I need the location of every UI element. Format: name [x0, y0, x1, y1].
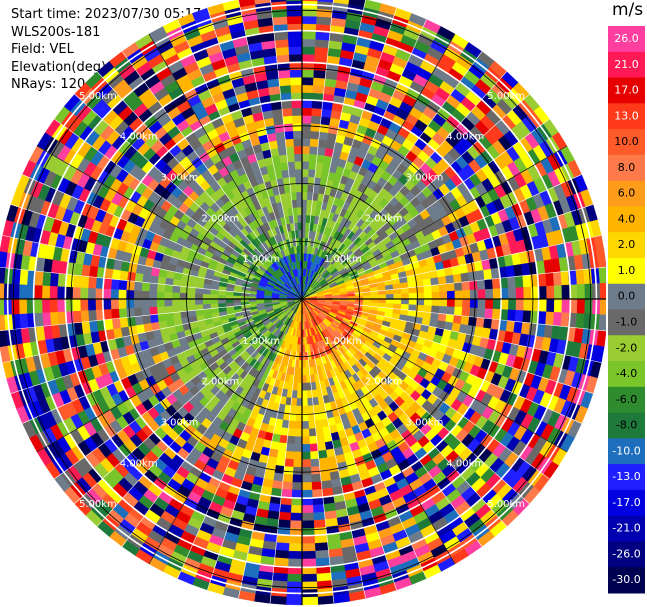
colorbar-swatch: [608, 129, 645, 156]
colorbar-tick-label: -10.0: [612, 444, 640, 457]
colorbar-swatch: [608, 77, 645, 104]
range-ring-label: 4.00km: [446, 132, 484, 143]
azimuth-spoke: [36, 145, 303, 300]
range-ring-label: 4.00km: [120, 458, 158, 469]
colorbar-tick-label: -1.0: [616, 316, 637, 329]
colorbar-swatch: [608, 257, 645, 285]
range-ring-label: 3.00km: [161, 417, 199, 428]
colorbar-tick-label: -4.0: [616, 367, 637, 380]
range-ring-label: 1.00km: [242, 336, 280, 347]
colorbar-tick-label: 8.0: [618, 161, 636, 174]
colorbar-swatch: [608, 438, 645, 465]
range-ring-label: 2.00km: [365, 377, 403, 388]
colorbar-swatch: [608, 309, 645, 336]
azimuth-spoke: [301, 298, 568, 453]
colorbar-tick-label: 6.0: [618, 187, 636, 200]
colorbar-tick-label: -21.0: [612, 522, 640, 535]
range-ring-label: 1.00km: [242, 254, 280, 265]
colorbar-swatch: [608, 361, 645, 388]
range-ring-label: 2.00km: [365, 213, 403, 224]
colorbar-tick-label: 4.0: [618, 212, 636, 225]
range-ring-label: 2.00km: [201, 213, 239, 224]
colorbar-tick-label: 2.0: [618, 238, 636, 251]
range-ring-label: 5.00km: [79, 499, 117, 510]
nrays-label: NRays: 120: [11, 77, 86, 93]
colorbar-tick-label: -17.0: [612, 496, 640, 509]
colorbar-swatch: [608, 412, 645, 439]
start-time-label: Start time: 2023/07/30 05:17:24: [11, 7, 223, 22]
ppi-plot: 1.00km 1.00km 1.00km 1.00km 2.00km 2.00km 2.00…: [0, 0, 606, 606]
azimuth-spoke: [301, 298, 456, 565]
colorbar-swatch: [608, 51, 645, 79]
colorbar-swatch: [608, 515, 645, 542]
colorbar-tick-label: -6.0: [616, 393, 637, 406]
velocity-colorbar: 26.0 21.0 17.0 13.0 10.0 8.0 6.0 4.0 2.0 1.0 0.0 -1…: [608, 26, 645, 594]
range-ring-label: 3.00km: [161, 173, 199, 184]
field-label: Field: VEL: [11, 42, 74, 58]
azimuth-spoke: [301, 33, 456, 300]
colorbar-tick-label: -13.0: [612, 470, 640, 483]
colorbar-tick-label: 17.0: [614, 84, 639, 97]
range-ring-label: 5.00km: [487, 499, 525, 510]
colorbar-tick-label: 21.0: [614, 58, 639, 71]
azimuth-spoke: [148, 298, 303, 565]
colorbar-swatch: [608, 206, 645, 233]
range-ring-label: 3.00km: [406, 417, 444, 428]
colorbar-tick-label: -2.0: [616, 341, 637, 354]
range-ring-label: 2.00km: [201, 377, 239, 388]
colorbar-swatch: [608, 154, 645, 182]
colorbar-tick-label: 10.0: [614, 135, 639, 148]
colorbar-tick-label: -30.0: [612, 573, 640, 586]
colorbar-swatch: [608, 541, 645, 568]
colorbar-swatch: [608, 26, 645, 53]
colorbar-swatch: [608, 283, 645, 310]
colorbar-tick-label: 26.0: [614, 32, 639, 45]
azimuth-spoke: [148, 33, 303, 300]
colorbar-tick-label: 13.0: [614, 109, 639, 122]
colorbar-swatch: [608, 232, 645, 259]
range-ring-label: 5.00km: [79, 91, 117, 102]
colorbar-swatch: [608, 180, 645, 207]
azimuth-spoke: [301, 145, 568, 300]
range-grid: 1.00km 1.00km 1.00km 1.00km 2.00km 2.00km 2.00…: [0, 0, 606, 605]
station-label: WLS200s-181: [11, 24, 101, 40]
range-ring-label: 5.00km: [487, 91, 525, 102]
range-ring-label: 4.00km: [446, 458, 484, 469]
colorbar-swatch: [608, 335, 645, 362]
colorbar-swatch: [608, 489, 645, 517]
range-ring-label: 3.00km: [406, 173, 444, 184]
colorbar-tick-label: -26.0: [612, 547, 640, 560]
colorbar-swatch: [608, 103, 645, 130]
colorbar-tick-label: -8.0: [616, 419, 637, 432]
colorbar-swatch: [608, 567, 645, 594]
azimuth-spoke: [36, 298, 303, 453]
colorbar-swatch: [608, 464, 645, 491]
colorbar-tick-label: 1.0: [618, 264, 636, 277]
range-ring-label: 4.00km: [120, 132, 158, 143]
colorbar-swatch: [608, 386, 645, 414]
colorbar-tick-label: 0.0: [618, 290, 636, 303]
range-ring-label: 1.00km: [324, 336, 362, 347]
colorbar-unit-label: m/s: [612, 0, 644, 20]
range-ring-label: 1.00km: [324, 254, 362, 265]
